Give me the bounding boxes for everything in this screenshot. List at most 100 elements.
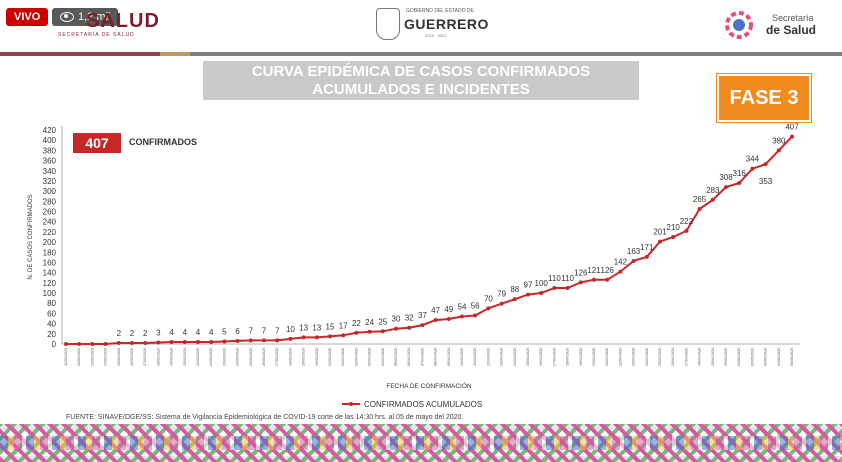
- data-point: [209, 339, 214, 344]
- x-tick-label: 11/03/2020: [64, 348, 68, 366]
- data-label: 7: [275, 326, 280, 335]
- x-tick-label: 18/04/2020: [566, 348, 570, 366]
- y-tick-label: 80: [47, 299, 56, 308]
- data-point: [631, 258, 636, 263]
- data-label: 30: [392, 315, 401, 324]
- data-point: [328, 334, 332, 339]
- data-point: [592, 277, 596, 282]
- data-point: [262, 338, 266, 343]
- x-axis-label: FECHA DE CONFIRMACIÓN: [386, 381, 472, 390]
- data-label: 265: [693, 195, 707, 204]
- data-label: 15: [326, 322, 335, 331]
- series-line-confirmados-acumulados: [66, 135, 793, 345]
- y-tick-label: 200: [43, 238, 57, 247]
- y-tick-label: 280: [43, 197, 57, 206]
- x-tick-label: 27/03/2020: [275, 348, 279, 366]
- gov-small: GOBIERNO DEL ESTADO DE: [406, 8, 474, 14]
- data-point: [473, 313, 478, 318]
- y-tick-label: 320: [43, 177, 57, 186]
- y-tick-label: 360: [43, 157, 57, 166]
- secretaria-logo-icon: [725, 11, 753, 39]
- data-point: [750, 166, 755, 171]
- data-point: [565, 285, 570, 290]
- x-tick-label: 13/03/2020: [90, 348, 94, 366]
- data-label: 201: [653, 228, 667, 237]
- y-tick-label: 220: [43, 228, 57, 237]
- x-tick-label: 25/03/2020: [249, 348, 253, 366]
- data-label: 171: [640, 243, 654, 252]
- x-tick-label: 14/04/2020: [513, 348, 517, 366]
- data-label: 79: [497, 290, 506, 299]
- data-point: [222, 339, 227, 344]
- data-label: 142: [614, 258, 628, 267]
- x-tick-label: 03/04/2020: [368, 348, 372, 366]
- legend-label: CONFIRMADOS ACUMULADOS: [364, 400, 482, 409]
- x-tick-label: 10/04/2020: [460, 348, 464, 366]
- x-tick-label: 15/03/2020: [117, 348, 121, 366]
- source-note: FUENTE: SINAVE/DGE/SS: Sistema de Vigila…: [66, 414, 464, 421]
- x-tick-label: 19/03/2020: [170, 348, 174, 366]
- view-count: 1,2 mil: [78, 11, 111, 23]
- data-point: [671, 235, 676, 239]
- data-label: 2: [117, 329, 122, 338]
- chart-title-box: CURVA EPIDÉMICA DE CASOS CONFIRMADOS ACU…: [203, 61, 639, 100]
- data-label: 32: [405, 314, 414, 323]
- x-tick-label: 08/04/2020: [434, 348, 438, 366]
- x-tick-label: 15/04/2020: [526, 348, 530, 366]
- data-point: [394, 326, 398, 331]
- x-tick-label: 03/05/2020: [764, 348, 768, 366]
- data-point: [710, 197, 715, 202]
- data-point: [354, 330, 359, 335]
- data-point: [420, 323, 425, 328]
- data-label: 407: [785, 123, 799, 132]
- y-tick-label: 100: [43, 289, 57, 298]
- y-tick-label: 120: [43, 279, 57, 288]
- x-tick-label: 23/03/2020: [222, 348, 226, 366]
- data-point: [552, 285, 557, 290]
- x-tick-label: 28/04/2020: [698, 348, 702, 366]
- data-point: [486, 306, 491, 311]
- x-tick-label: 22/04/2020: [618, 348, 622, 366]
- data-label: 110: [561, 274, 574, 283]
- secretaria-line2: de Salud: [766, 23, 817, 37]
- x-tick-label: 05/05/2020: [790, 348, 794, 366]
- data-point: [658, 239, 662, 244]
- phase-badge: FASE 3: [717, 74, 811, 122]
- x-tick-label: 21/03/2020: [196, 348, 200, 366]
- data-point: [512, 297, 517, 302]
- data-label: 4: [183, 328, 188, 337]
- data-point: [156, 340, 161, 345]
- data-point: [605, 277, 610, 282]
- legend-marker: [349, 402, 353, 406]
- data-label: 316: [733, 169, 747, 178]
- x-tick-label: 09/04/2020: [447, 348, 451, 366]
- header-divider: [0, 52, 842, 56]
- data-point: [169, 339, 174, 344]
- data-point: [314, 335, 319, 340]
- data-label: 210: [667, 223, 681, 232]
- data-point: [130, 340, 134, 345]
- data-point: [196, 339, 200, 344]
- state-seal-icon: [376, 8, 400, 40]
- x-tick-label: 01/05/2020: [737, 348, 741, 366]
- data-label: 13: [312, 323, 321, 332]
- total-confirmed-label: CONFIRMADOS: [129, 137, 197, 147]
- y-tick-label: 140: [43, 269, 57, 278]
- x-tick-label: 11/04/2020: [473, 348, 477, 366]
- x-tick-label: 16/03/2020: [130, 348, 134, 366]
- data-label: 22: [352, 319, 361, 328]
- data-point: [275, 338, 280, 343]
- x-tick-label: 18/03/2020: [156, 348, 160, 366]
- data-label: 7: [262, 326, 267, 335]
- data-label: 17: [339, 321, 348, 330]
- data-label: 56: [471, 301, 480, 310]
- data-point: [433, 318, 438, 323]
- data-label: 13: [299, 323, 308, 332]
- data-point: [182, 339, 187, 344]
- data-label: 353: [759, 177, 773, 186]
- data-point: [684, 228, 689, 233]
- x-tick-label: 16/04/2020: [539, 348, 543, 366]
- decorative-band: [0, 436, 842, 450]
- x-tick-label: 27/04/2020: [684, 348, 688, 366]
- data-label: 3: [156, 328, 161, 337]
